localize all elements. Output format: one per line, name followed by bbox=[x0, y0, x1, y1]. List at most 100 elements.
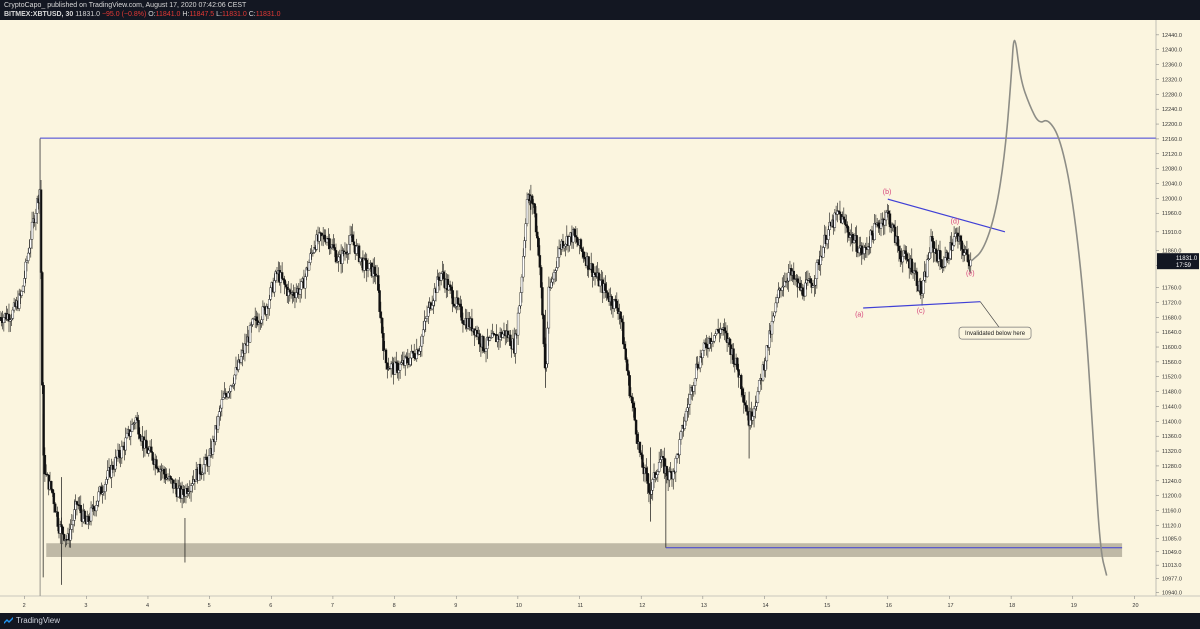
candle-body bbox=[198, 463, 202, 475]
price-tick-label: 11200.0 bbox=[1162, 494, 1181, 500]
candle-body bbox=[801, 287, 804, 296]
candle-body bbox=[855, 235, 858, 252]
candle-body bbox=[92, 505, 95, 510]
candle-body bbox=[533, 203, 536, 214]
candle-body bbox=[292, 292, 295, 296]
candle-body bbox=[627, 370, 630, 376]
candle-body bbox=[625, 359, 629, 371]
candle-body bbox=[893, 226, 897, 243]
candle-body bbox=[765, 345, 769, 362]
candle-body bbox=[809, 278, 812, 284]
candle-body bbox=[220, 399, 224, 409]
candle-body bbox=[333, 247, 336, 251]
low-value: 11831.0 bbox=[222, 11, 247, 18]
candle-body bbox=[647, 483, 651, 493]
candle-body bbox=[631, 396, 634, 404]
candle-body bbox=[522, 256, 525, 278]
candle-body bbox=[420, 335, 424, 347]
candle-body bbox=[2, 317, 6, 323]
time-tick-label: 13 bbox=[701, 603, 707, 609]
candle-body bbox=[827, 229, 830, 240]
candle-body bbox=[484, 348, 488, 352]
candle-body bbox=[409, 357, 412, 365]
candle-body bbox=[879, 222, 883, 229]
publish-info: CryptoCapo_ published on TradingView.com… bbox=[4, 2, 247, 9]
candle-body bbox=[34, 213, 38, 223]
candle-body bbox=[772, 315, 775, 322]
time-tick-label: 11 bbox=[578, 603, 584, 609]
candle-body bbox=[378, 290, 381, 312]
chart-background bbox=[0, 20, 1200, 613]
candle-body bbox=[833, 212, 837, 228]
wave-label: (d) bbox=[951, 219, 960, 226]
candle-body bbox=[969, 259, 972, 267]
candle-body bbox=[437, 276, 440, 280]
brand-label[interactable]: TradingView bbox=[16, 616, 61, 625]
candle-body bbox=[967, 254, 970, 263]
candle-body bbox=[657, 461, 661, 472]
candle-body bbox=[205, 456, 208, 461]
candle-body bbox=[536, 231, 539, 239]
candle-body bbox=[232, 383, 235, 386]
candle-body bbox=[114, 457, 117, 470]
candle-body bbox=[21, 285, 25, 292]
price-chart[interactable]: (a) (b) (c) (d) (e) Invalidated below here 1… bbox=[0, 20, 1200, 613]
candle-body bbox=[922, 279, 925, 294]
candle-body bbox=[687, 404, 690, 408]
candle-body bbox=[456, 297, 460, 305]
candle-body bbox=[29, 239, 32, 249]
candle-body bbox=[106, 470, 109, 480]
change-value: −95.0 (−0.8%) bbox=[101, 11, 147, 18]
support-zone bbox=[46, 543, 1123, 557]
candle-body bbox=[307, 262, 311, 271]
candle-body bbox=[714, 333, 717, 336]
candle-body bbox=[334, 250, 338, 263]
candle-body bbox=[11, 309, 15, 319]
price-tick-label: 12400.0 bbox=[1162, 48, 1182, 54]
candle-body bbox=[202, 464, 206, 474]
symbol-info: BITMEX:XBTUSD, 30 11831.0 −95.0 (−0.8%) … bbox=[4, 10, 1200, 19]
candle-body bbox=[555, 267, 558, 271]
time-tick-label: 9 bbox=[454, 603, 457, 609]
candle-body bbox=[651, 479, 654, 491]
candle-body bbox=[934, 248, 938, 254]
price-tick-label: 11910.0 bbox=[1162, 230, 1181, 236]
candle-body bbox=[919, 280, 922, 296]
time-tick-label: 2 bbox=[23, 603, 26, 609]
price-tick-label: 10940.0 bbox=[1162, 590, 1182, 596]
candle-body bbox=[328, 238, 331, 249]
close-label: C: bbox=[248, 11, 256, 18]
price-tick-label: 12320.0 bbox=[1162, 77, 1182, 83]
candle-body bbox=[940, 259, 943, 268]
candle-body bbox=[191, 483, 194, 486]
candle-body bbox=[516, 312, 520, 336]
candle-body bbox=[352, 241, 356, 246]
candle-body bbox=[604, 283, 607, 291]
candle-body bbox=[237, 359, 240, 370]
candle-body bbox=[207, 455, 211, 467]
candle-body bbox=[406, 358, 409, 364]
candle-body bbox=[547, 286, 551, 329]
candle-body bbox=[461, 320, 465, 324]
time-tick-label: 10 bbox=[516, 603, 522, 609]
candle-body bbox=[273, 280, 276, 293]
candle-body bbox=[781, 286, 784, 291]
candle-body bbox=[27, 252, 30, 261]
high-value: 11847.5 bbox=[189, 11, 215, 18]
candle-body bbox=[641, 454, 644, 468]
price-tick-label: 11120.0 bbox=[1162, 523, 1181, 529]
candle-body bbox=[768, 330, 771, 348]
candle-body bbox=[482, 336, 485, 351]
candle-body bbox=[53, 503, 57, 513]
candle-body bbox=[432, 300, 435, 306]
callout-text: Invalidated below here bbox=[965, 331, 1026, 337]
time-tick-label: 12 bbox=[639, 603, 645, 609]
candle-body bbox=[883, 219, 887, 226]
candle-body bbox=[459, 303, 462, 307]
candle-body bbox=[69, 529, 72, 541]
candle-body bbox=[552, 272, 556, 280]
candle-body bbox=[228, 391, 231, 394]
price-tick-label: 12120.0 bbox=[1162, 152, 1182, 158]
chart-footer: TradingView bbox=[0, 613, 1200, 629]
